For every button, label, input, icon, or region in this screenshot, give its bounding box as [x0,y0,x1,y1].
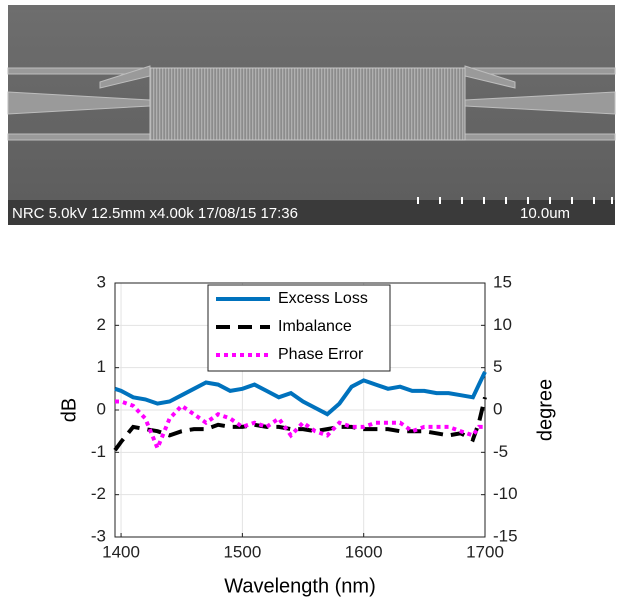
y-tick-label: -1 [91,442,106,461]
y-tick-label: -2 [91,484,106,503]
x-tick-label: 1400 [102,542,140,561]
y2-tick-label: 10 [493,315,512,334]
y2-axis-label: degree [534,379,556,441]
y-tick-label: -3 [91,526,106,545]
legend-label: Phase Error [278,346,364,363]
y2-tick-label: 0 [493,399,502,418]
series-line [114,371,487,417]
series-line [113,396,487,452]
series-line [115,399,485,454]
y2-tick-label: -10 [493,484,518,503]
y-axis-label: dB [58,398,80,422]
y2-tick-label: -15 [493,526,518,545]
y-tick-label: 1 [97,357,106,376]
y2-tick-label: -5 [493,442,508,461]
y-tick-label: 2 [97,315,106,334]
y-tick-label: 3 [97,272,106,291]
x-tick-label: 1700 [466,542,504,561]
y2-tick-label: 5 [493,357,502,376]
legend-label: Imbalance [278,318,352,335]
y2-tick-label: 15 [493,272,512,291]
sem-caption: NRC 5.0kV 12.5mm x4.00k 17/08/15 17:36 [12,205,298,222]
legend-label: Excess Loss [278,290,368,307]
y-tick-label: 0 [97,399,106,418]
x-axis-label: Wavelength (nm) [224,575,376,597]
chart: 1400 1500 1600 1700-3-2-10123-15-10-5051015… [58,272,556,597]
sem-image: NRC 5.0kV 12.5mm x4.00k 17/08/15 17:36 1… [7,5,616,225]
x-tick-label: 1500 [223,542,261,561]
x-tick-label: 1600 [345,542,383,561]
sem-scale-label: 10.0um [520,205,570,222]
axes-box [114,282,486,538]
